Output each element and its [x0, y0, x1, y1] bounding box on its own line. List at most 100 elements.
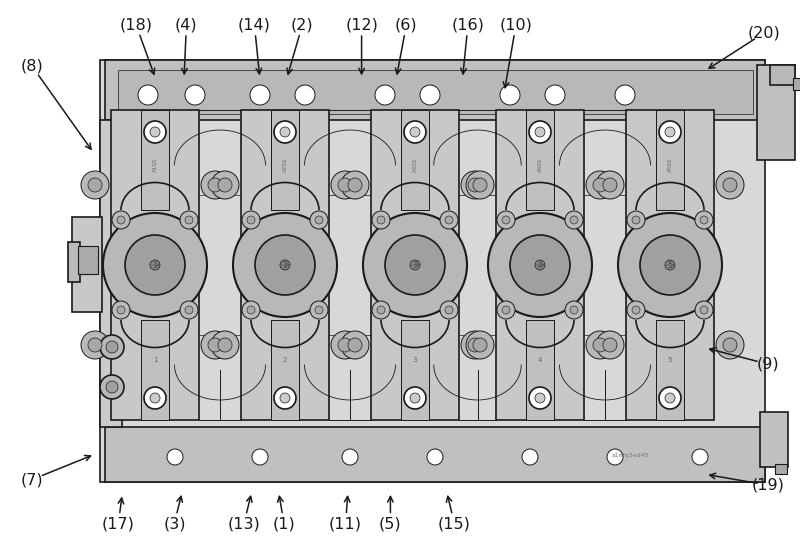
Text: 2: 2 [283, 357, 287, 363]
Text: (16): (16) [451, 17, 485, 32]
Circle shape [593, 338, 607, 352]
Circle shape [242, 211, 260, 229]
Circle shape [363, 213, 467, 317]
Circle shape [410, 393, 420, 403]
Circle shape [375, 85, 395, 105]
Circle shape [377, 216, 385, 224]
Text: A1SS: A1SS [153, 158, 158, 172]
Circle shape [247, 216, 255, 224]
Text: 5: 5 [667, 261, 673, 270]
Bar [105, 427, 765, 482]
Circle shape [723, 338, 737, 352]
Circle shape [500, 85, 520, 105]
Circle shape [250, 85, 270, 105]
Bar [793, 78, 800, 90]
Circle shape [201, 171, 229, 199]
Circle shape [427, 449, 443, 465]
Text: 4: 4 [538, 261, 542, 270]
Bar [371, 110, 459, 420]
Circle shape [497, 211, 515, 229]
Text: A2SS: A2SS [282, 158, 287, 172]
Circle shape [473, 178, 487, 192]
Circle shape [310, 211, 328, 229]
Circle shape [103, 213, 207, 317]
Text: (17): (17) [102, 516, 135, 531]
Circle shape [274, 121, 296, 143]
Circle shape [586, 171, 614, 199]
Circle shape [665, 393, 675, 403]
Circle shape [348, 338, 362, 352]
Circle shape [468, 338, 482, 352]
Circle shape [106, 381, 118, 393]
Bar [72, 217, 102, 312]
Circle shape [112, 301, 130, 319]
Circle shape [280, 260, 290, 270]
Circle shape [138, 85, 158, 105]
Text: A3SS: A3SS [413, 158, 418, 172]
Circle shape [502, 216, 510, 224]
Text: (12): (12) [345, 17, 378, 32]
Bar [760, 412, 788, 467]
Circle shape [88, 338, 102, 352]
Bar [271, 320, 299, 420]
Circle shape [315, 216, 323, 224]
Circle shape [377, 306, 385, 314]
Polygon shape [775, 464, 787, 474]
Circle shape [603, 178, 617, 192]
Text: (6): (6) [395, 17, 418, 32]
Text: a1efq3ed45: a1efq3ed45 [611, 453, 649, 458]
Circle shape [252, 449, 268, 465]
Circle shape [565, 301, 583, 319]
Circle shape [144, 121, 166, 143]
Bar [656, 110, 684, 210]
Circle shape [618, 213, 722, 317]
Circle shape [117, 216, 125, 224]
Circle shape [100, 375, 124, 399]
Text: (8): (8) [21, 58, 43, 74]
Bar [68, 242, 80, 282]
Circle shape [473, 338, 487, 352]
Circle shape [342, 449, 358, 465]
Circle shape [692, 449, 708, 465]
Circle shape [440, 301, 458, 319]
Circle shape [700, 216, 708, 224]
Text: A5SS: A5SS [667, 158, 673, 172]
Circle shape [529, 387, 551, 409]
Circle shape [295, 85, 315, 105]
Bar [78, 246, 98, 274]
Text: 1: 1 [153, 357, 158, 363]
Circle shape [341, 171, 369, 199]
Text: 1: 1 [152, 261, 158, 270]
Circle shape [331, 171, 359, 199]
Circle shape [211, 171, 239, 199]
Circle shape [112, 211, 130, 229]
Circle shape [211, 331, 239, 359]
Circle shape [510, 235, 570, 295]
Bar [111, 110, 199, 420]
Text: (20): (20) [748, 25, 780, 41]
Circle shape [461, 171, 489, 199]
Polygon shape [770, 65, 795, 85]
Bar [401, 110, 429, 210]
Bar [626, 110, 714, 420]
Circle shape [570, 306, 578, 314]
Text: (2): (2) [291, 17, 314, 32]
Bar [141, 110, 169, 210]
Circle shape [218, 338, 232, 352]
Circle shape [247, 306, 255, 314]
Circle shape [341, 331, 369, 359]
Circle shape [338, 338, 352, 352]
Text: 3: 3 [413, 357, 418, 363]
Circle shape [218, 178, 232, 192]
Circle shape [695, 301, 713, 319]
Circle shape [180, 301, 198, 319]
Circle shape [242, 301, 260, 319]
Text: (18): (18) [119, 17, 153, 32]
Circle shape [466, 331, 494, 359]
Circle shape [466, 171, 494, 199]
Circle shape [695, 211, 713, 229]
Circle shape [150, 393, 160, 403]
Bar [656, 320, 684, 420]
Bar [118, 70, 753, 114]
Circle shape [632, 216, 640, 224]
